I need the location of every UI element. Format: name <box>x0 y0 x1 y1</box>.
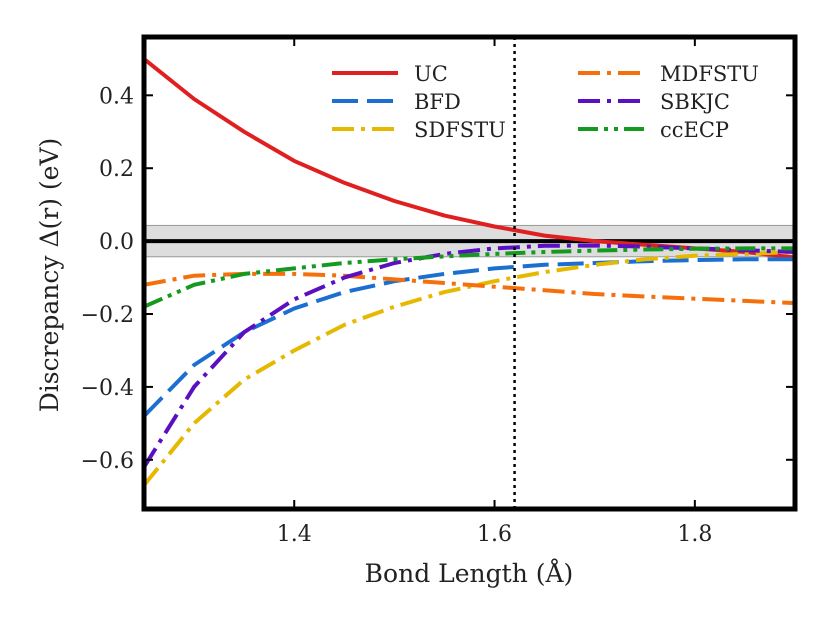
series-line-mdfstu <box>143 271 796 306</box>
x-tick-label: 1.4 <box>277 522 312 547</box>
series-layer <box>142 57 796 487</box>
y-tick-label: 0.4 <box>99 84 134 109</box>
y-tick-label: −0.4 <box>81 376 134 401</box>
y-axis-label: Discrepancy Δ(r) (eV) <box>35 138 64 413</box>
legend-label-ccecp: ccECP <box>660 118 729 142</box>
x-tick-label: 1.6 <box>477 522 512 547</box>
legend-label-sbkjc: SBKJC <box>660 90 730 114</box>
legend-label-sdfstu: SDFSTU <box>414 118 506 142</box>
legend-label-bfd: BFD <box>414 90 461 114</box>
y-tick-label: −0.2 <box>81 303 134 328</box>
legend-label-uc: UC <box>414 62 448 86</box>
y-tick-label: −0.6 <box>81 449 134 474</box>
series-line-sdfstu <box>142 250 796 487</box>
y-tick-label: 0.2 <box>99 157 134 182</box>
plot-frame <box>141 34 798 512</box>
series-line-uc <box>142 57 796 260</box>
axis-ticks-layer: 1.4 1.6 1.8 −0.6 −0.4 −0.2 0.0 0.2 0.4 <box>81 37 795 547</box>
y-tick-label: 0.0 <box>99 230 134 255</box>
x-tick-label: 1.8 <box>677 522 712 547</box>
legend-label-mdfstu: MDFSTU <box>660 62 759 86</box>
series-line-ccecp <box>143 246 795 309</box>
legend: UC BFD SDFSTU MDFSTU SBKJC ccECP <box>332 62 759 142</box>
x-axis-label: Bond Length (Å) <box>365 558 574 588</box>
series-line-sbkjc <box>142 243 796 469</box>
